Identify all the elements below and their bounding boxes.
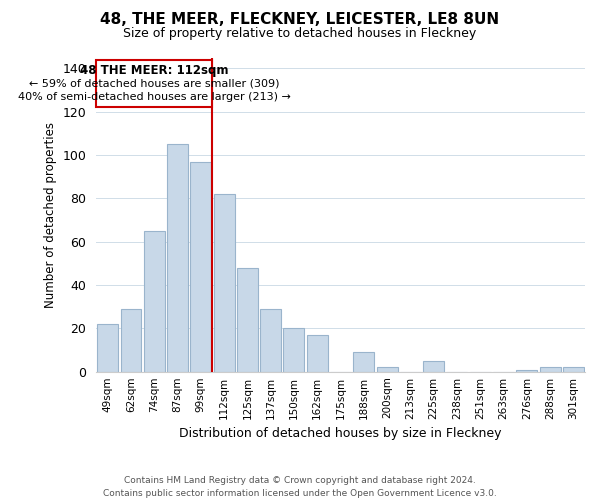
Text: 48 THE MEER: 112sqm: 48 THE MEER: 112sqm xyxy=(80,64,229,76)
X-axis label: Distribution of detached houses by size in Fleckney: Distribution of detached houses by size … xyxy=(179,427,502,440)
Bar xyxy=(377,368,398,372)
Bar xyxy=(144,231,165,372)
Bar xyxy=(167,144,188,372)
Bar xyxy=(237,268,258,372)
Bar xyxy=(214,194,235,372)
Bar xyxy=(190,162,211,372)
FancyBboxPatch shape xyxy=(96,60,212,108)
Bar xyxy=(539,368,560,372)
Text: 48, THE MEER, FLECKNEY, LEICESTER, LE8 8UN: 48, THE MEER, FLECKNEY, LEICESTER, LE8 8… xyxy=(100,12,500,28)
Text: Size of property relative to detached houses in Fleckney: Size of property relative to detached ho… xyxy=(124,28,476,40)
Bar xyxy=(517,370,537,372)
Bar xyxy=(121,309,142,372)
Bar xyxy=(423,361,444,372)
Text: 40% of semi-detached houses are larger (213) →: 40% of semi-detached houses are larger (… xyxy=(18,92,291,102)
Text: Contains HM Land Registry data © Crown copyright and database right 2024.
Contai: Contains HM Land Registry data © Crown c… xyxy=(103,476,497,498)
Bar xyxy=(97,324,118,372)
Text: ← 59% of detached houses are smaller (309): ← 59% of detached houses are smaller (30… xyxy=(29,78,280,88)
Bar xyxy=(353,352,374,372)
Bar xyxy=(563,368,584,372)
Bar xyxy=(260,309,281,372)
Bar xyxy=(307,335,328,372)
Bar xyxy=(283,328,304,372)
Y-axis label: Number of detached properties: Number of detached properties xyxy=(44,122,57,308)
